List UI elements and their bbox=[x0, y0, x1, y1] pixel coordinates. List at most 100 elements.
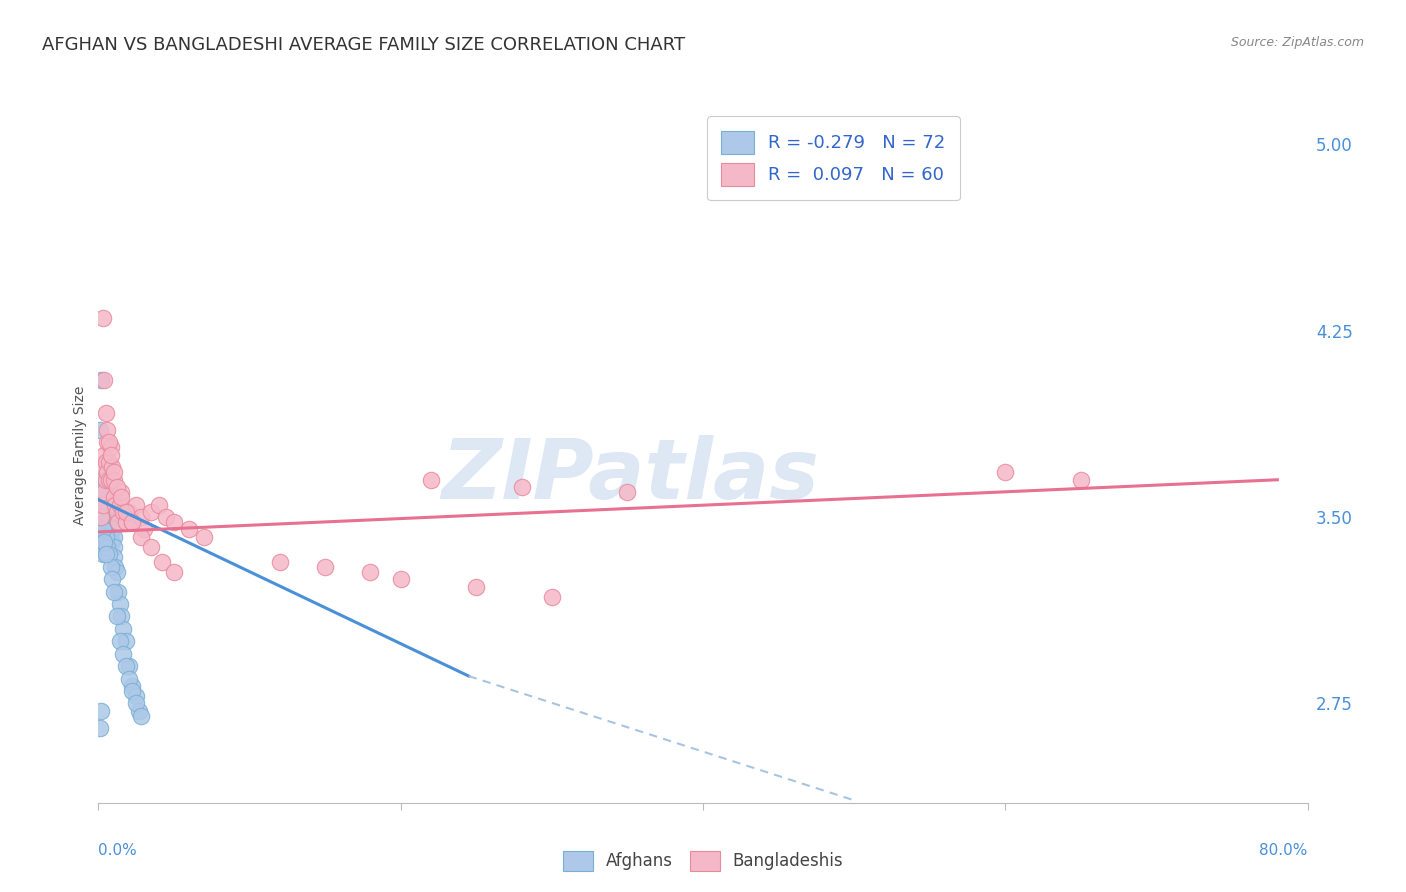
Point bbox=[163, 565, 186, 579]
Point bbox=[94, 520, 117, 534]
Point bbox=[118, 505, 141, 519]
Point bbox=[118, 672, 141, 686]
Point bbox=[163, 515, 186, 529]
Point bbox=[389, 572, 412, 586]
Point bbox=[108, 634, 131, 648]
Y-axis label: Average Family Size: Average Family Size bbox=[73, 385, 87, 524]
Point bbox=[179, 523, 201, 537]
Point bbox=[98, 455, 121, 469]
Point bbox=[91, 523, 114, 537]
Point bbox=[98, 517, 121, 532]
Point bbox=[420, 473, 443, 487]
Point bbox=[91, 547, 114, 561]
Point bbox=[103, 490, 125, 504]
Point bbox=[100, 559, 122, 574]
Point bbox=[93, 373, 115, 387]
Point bbox=[98, 547, 121, 561]
Point bbox=[91, 530, 114, 544]
Point bbox=[94, 510, 117, 524]
Point bbox=[91, 510, 114, 524]
Point bbox=[100, 515, 122, 529]
Point bbox=[105, 480, 128, 494]
Point bbox=[129, 530, 152, 544]
Point bbox=[93, 485, 115, 500]
Point bbox=[96, 540, 118, 554]
Point bbox=[111, 505, 134, 519]
Point bbox=[103, 473, 125, 487]
Point bbox=[91, 498, 114, 512]
Point bbox=[105, 505, 128, 519]
Point bbox=[91, 460, 114, 475]
Point bbox=[100, 524, 122, 539]
Point bbox=[360, 565, 382, 579]
Point bbox=[105, 609, 128, 624]
Point bbox=[94, 500, 117, 514]
Point bbox=[93, 498, 115, 512]
Point bbox=[128, 704, 150, 718]
Point bbox=[100, 448, 122, 462]
Point bbox=[94, 530, 117, 544]
Point bbox=[90, 510, 112, 524]
Point bbox=[94, 490, 117, 504]
Point bbox=[93, 523, 115, 537]
Point bbox=[94, 473, 117, 487]
Point bbox=[89, 498, 111, 512]
Point bbox=[98, 530, 121, 544]
Point bbox=[269, 555, 291, 569]
Point bbox=[90, 510, 112, 524]
Point bbox=[107, 584, 129, 599]
Point bbox=[129, 510, 152, 524]
Point bbox=[114, 515, 136, 529]
Point bbox=[101, 535, 124, 549]
Point bbox=[101, 523, 124, 537]
Point bbox=[111, 647, 134, 661]
Point bbox=[91, 540, 114, 554]
Point bbox=[110, 490, 132, 504]
Point bbox=[141, 540, 163, 554]
Text: Source: ZipAtlas.com: Source: ZipAtlas.com bbox=[1230, 36, 1364, 49]
Point bbox=[98, 505, 121, 519]
Point bbox=[96, 498, 118, 512]
Point bbox=[155, 510, 177, 524]
Point bbox=[193, 530, 215, 544]
Point bbox=[91, 523, 114, 537]
Point bbox=[90, 373, 112, 387]
Point bbox=[104, 559, 127, 574]
Point bbox=[94, 547, 117, 561]
Legend: R = -0.279   N = 72, R =  0.097   N = 60: R = -0.279 N = 72, R = 0.097 N = 60 bbox=[707, 116, 960, 201]
Point bbox=[111, 622, 134, 636]
Point bbox=[96, 510, 118, 524]
Point bbox=[91, 311, 114, 326]
Point bbox=[1070, 473, 1092, 487]
Point bbox=[103, 549, 125, 564]
Point bbox=[118, 659, 141, 673]
Point bbox=[101, 572, 124, 586]
Text: ZIPatlas: ZIPatlas bbox=[441, 435, 820, 516]
Point bbox=[108, 498, 131, 512]
Point bbox=[98, 473, 121, 487]
Point bbox=[98, 435, 121, 450]
Point bbox=[100, 473, 122, 487]
Point bbox=[107, 515, 129, 529]
Text: 0.0%: 0.0% bbox=[98, 843, 138, 858]
Text: 80.0%: 80.0% bbox=[1260, 843, 1308, 858]
Point bbox=[90, 485, 112, 500]
Point bbox=[93, 515, 115, 529]
Point bbox=[150, 555, 173, 569]
Point bbox=[89, 485, 111, 500]
Point bbox=[93, 448, 115, 462]
Point bbox=[93, 524, 115, 539]
Point bbox=[94, 406, 117, 420]
Point bbox=[101, 460, 124, 475]
Point bbox=[141, 505, 163, 519]
Point bbox=[91, 498, 114, 512]
Point bbox=[121, 679, 143, 693]
Point bbox=[96, 435, 118, 450]
Point bbox=[91, 510, 114, 524]
Point bbox=[89, 473, 111, 487]
Point bbox=[94, 455, 117, 469]
Point bbox=[100, 535, 122, 549]
Point bbox=[90, 704, 112, 718]
Point bbox=[90, 510, 112, 524]
Point bbox=[103, 530, 125, 544]
